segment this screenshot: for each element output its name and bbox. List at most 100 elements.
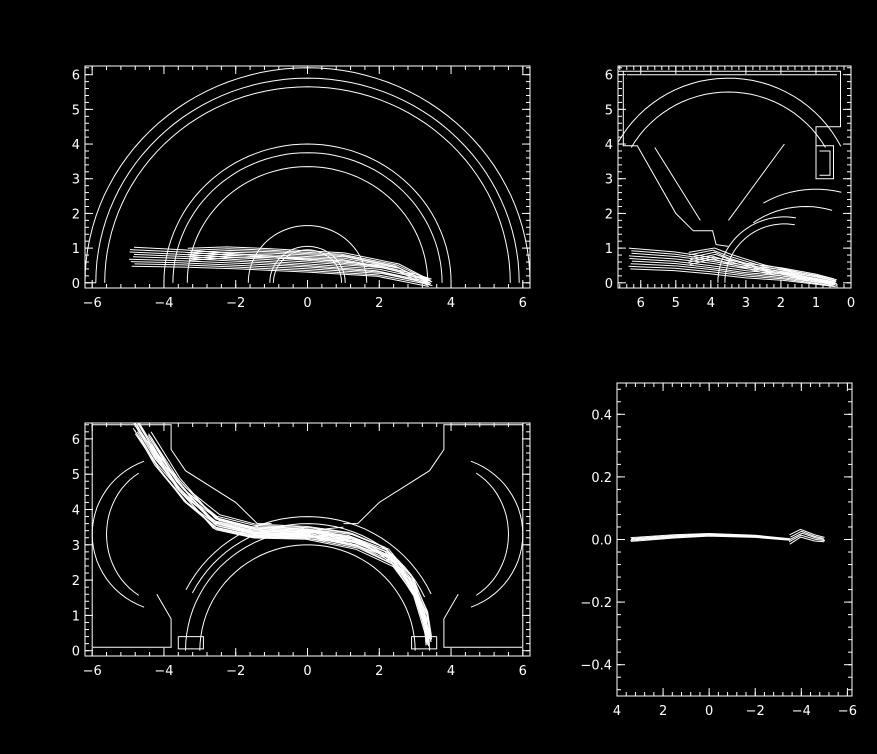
blue-trajectory xyxy=(690,253,835,284)
geometry-arc xyxy=(85,67,530,283)
blue-trajectory xyxy=(631,533,790,540)
blue-trajectory xyxy=(688,247,835,281)
x-tick-label: −4 xyxy=(792,704,811,719)
geometry-box xyxy=(815,145,834,180)
x-tick-label: −2 xyxy=(746,704,765,719)
blue-trajectory xyxy=(630,532,791,540)
panel-top-left: −6 −4 −2 0 2 4 6 0 1 2 3 4 5 6 xyxy=(72,65,531,311)
geometry-line xyxy=(727,143,785,221)
x-tick-label: 2 xyxy=(659,704,667,719)
blue-trajectory xyxy=(689,258,837,286)
x-tick-label: 4 xyxy=(447,296,455,311)
y-tick-label: −0.4 xyxy=(580,659,612,674)
geometry-box xyxy=(177,636,204,650)
red-trajectory xyxy=(629,258,835,284)
blue-trajectory xyxy=(688,255,835,285)
x-tick-label: −2 xyxy=(226,296,245,311)
red-trajectory xyxy=(131,265,429,287)
geometry-arc xyxy=(104,86,511,283)
y-tick-label: 4 xyxy=(605,138,613,153)
geometry-arc xyxy=(95,77,520,283)
x-tick-label: 1 xyxy=(812,296,820,311)
y-tick-label: 0.0 xyxy=(591,534,612,549)
blue-trajectory xyxy=(190,255,431,285)
red-trajectory xyxy=(133,256,431,284)
y-tick-label: 3 xyxy=(72,173,80,188)
x-tick-label: 6 xyxy=(637,296,645,311)
y-tick-label: −0.2 xyxy=(580,596,612,611)
plot-area xyxy=(91,423,524,651)
geometry-arc xyxy=(717,216,797,283)
blue-trajectory xyxy=(189,249,429,283)
x-tick-label: 4 xyxy=(707,296,715,311)
x-tick-label: 5 xyxy=(672,296,680,311)
geometry-line xyxy=(443,424,524,648)
red-trajectory xyxy=(788,534,826,543)
y-tick-label: 6 xyxy=(72,433,80,448)
geometry-arc xyxy=(475,472,510,596)
x-tick-label: 0 xyxy=(705,704,713,719)
x-tick-label: −6 xyxy=(83,664,102,679)
x-tick-label: −6 xyxy=(83,296,102,311)
blue-trajectory xyxy=(148,442,428,646)
blue-trajectory xyxy=(630,534,790,540)
x-tick-label: 0 xyxy=(847,296,855,311)
geometry-arc xyxy=(105,472,140,596)
geometry-arc xyxy=(630,91,826,148)
blue-trajectory xyxy=(690,251,837,283)
y-tick-label: 5 xyxy=(72,468,80,483)
y-tick-label: 1 xyxy=(72,609,80,624)
x-tick-label: −6 xyxy=(838,704,857,719)
blue-trajectory xyxy=(689,249,837,282)
x-tick-label: 2 xyxy=(777,296,785,311)
y-tick-label: 0 xyxy=(72,645,80,660)
blue-trajectory xyxy=(147,435,429,643)
geometry-arc xyxy=(470,460,524,608)
x-tick-label: 6 xyxy=(519,296,527,311)
red-trajectory xyxy=(789,536,825,545)
y-tick-label: 1 xyxy=(72,242,80,257)
y-tick-label: 5 xyxy=(72,103,80,118)
red-trajectory xyxy=(630,268,836,288)
y-tick-label: 6 xyxy=(605,69,613,84)
geometry-arc xyxy=(163,143,452,283)
geometry-arc xyxy=(91,460,145,608)
red-trajectory xyxy=(134,263,433,287)
geometry-arc xyxy=(763,188,842,204)
x-tick-label: 2 xyxy=(375,296,383,311)
x-tick-label: 4 xyxy=(447,664,455,679)
x-tick-label: −4 xyxy=(154,296,173,311)
x-tick-label: 6 xyxy=(519,664,527,679)
geometry-arc xyxy=(172,152,443,283)
geometry-arc xyxy=(618,77,842,147)
panel-bottom-left: −6 −4 −2 0 2 4 6 0 1 2 3 4 5 6 xyxy=(72,422,531,679)
red-trajectory xyxy=(628,265,834,287)
blue-trajectory xyxy=(148,433,430,642)
geometry-line xyxy=(618,70,729,247)
blue-trajectory xyxy=(189,257,429,286)
y-tick-label: 1 xyxy=(605,242,613,257)
blue-trajectory xyxy=(190,248,432,282)
x-tick-label: 0 xyxy=(303,664,311,679)
geometry-box xyxy=(411,636,438,650)
x-tick-label: 2 xyxy=(375,664,383,679)
geometry-arc xyxy=(186,166,429,283)
y-tick-label: 3 xyxy=(605,173,613,188)
y-tick-label: 3 xyxy=(72,539,80,554)
x-tick-label: −4 xyxy=(154,664,173,679)
geometry-arc xyxy=(199,544,416,651)
y-tick-label: 2 xyxy=(72,207,80,222)
x-tick-label: 0 xyxy=(303,296,311,311)
geometry-line xyxy=(654,147,701,221)
plot-area xyxy=(85,67,530,287)
x-tick-label: 3 xyxy=(742,296,750,311)
geometry-arc xyxy=(752,205,833,224)
y-tick-label: 2 xyxy=(605,207,613,222)
y-tick-label: 0 xyxy=(605,277,613,292)
geometry-line xyxy=(343,424,523,525)
blue-trajectory xyxy=(150,436,427,644)
y-tick-label: 4 xyxy=(72,138,80,153)
red-trajectory xyxy=(789,528,825,538)
red-trajectory xyxy=(790,530,824,539)
